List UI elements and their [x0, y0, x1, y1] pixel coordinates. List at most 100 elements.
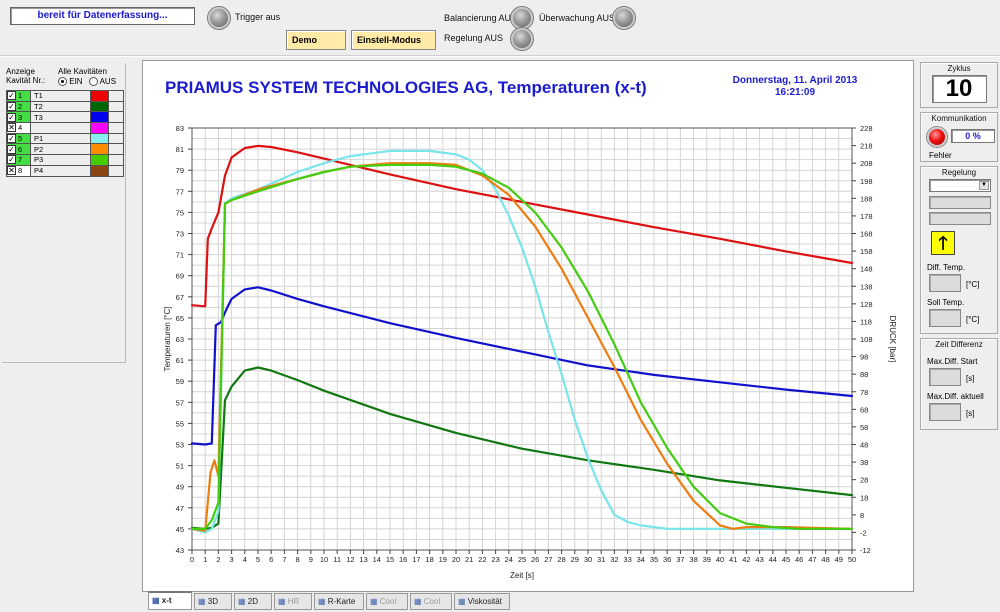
cavity-number-cell[interactable]: ✓ 2 [6, 100, 31, 113]
x-tick-label: 17 [412, 555, 420, 564]
cavity-number: 4 [18, 123, 23, 133]
cavity-checkbox[interactable]: ✓ [7, 144, 16, 154]
tab-cool[interactable]: ▦ Cool [366, 593, 408, 610]
cavity-row[interactable]: ✕ 4 [6, 122, 124, 134]
cavity-number-cell[interactable]: ✓ 5 [6, 132, 31, 145]
cavity-color-swatch[interactable] [90, 164, 109, 177]
y-tick-label: 59 [176, 377, 184, 386]
y2-tick-label: 68 [860, 405, 868, 414]
y2-tick-label: 158 [860, 247, 873, 256]
y-tick-label: 71 [176, 251, 184, 260]
cavity-extra-cell [108, 90, 124, 102]
x-tick-label: 46 [795, 555, 803, 564]
all-off-radio[interactable] [88, 77, 98, 87]
tab-2d[interactable]: ▦ 2D [234, 593, 272, 610]
tab-x-t[interactable]: ▦ x-t [148, 591, 192, 610]
y2-tick-label: 178 [860, 212, 873, 221]
cavity-color-swatch[interactable] [90, 122, 109, 134]
x-tick-label: 30 [584, 555, 592, 564]
x-tick-label: 12 [346, 555, 354, 564]
cavity-row[interactable]: ✕ 8 P4 [6, 164, 124, 177]
time-diff-box: Zeit Differenz Max.Diff. Start [s] Max.D… [920, 338, 998, 430]
y2-tick-label: 88 [860, 370, 868, 379]
error-lamp [927, 127, 947, 147]
trigger-indicator[interactable] [208, 7, 230, 29]
y-tick-label: 61 [176, 356, 184, 365]
cavity-number-cell[interactable]: ✓ 7 [6, 154, 31, 166]
time-diff-label: Zeit Differenz [935, 340, 983, 349]
y2-tick-label: 58 [860, 423, 868, 432]
cavity-checkbox[interactable]: ✓ [7, 102, 16, 112]
set-temp-field [929, 309, 961, 327]
tab-hr[interactable]: ▦ HR [274, 593, 312, 610]
tab-icon: ▦ [458, 597, 468, 606]
cavity-checkbox[interactable]: ✓ [7, 112, 16, 122]
cavity-number-cell[interactable]: ✓ 3 [6, 111, 31, 124]
cavity-name: P1 [30, 132, 91, 145]
x-tick-label: 40 [716, 555, 724, 564]
cavity-checkbox[interactable]: ✓ [7, 155, 16, 165]
max-diff-current-label: Max.Diff. aktuell [927, 392, 984, 401]
x-tick-label: 45 [782, 555, 790, 564]
x-tick-label: 38 [689, 555, 697, 564]
cavity-checkbox[interactable]: ✓ [7, 134, 16, 144]
tab-cool-2[interactable]: ▦ Cool [410, 593, 452, 610]
monitoring-label: Überwachung AUS [539, 13, 616, 23]
cavity-row[interactable]: ✓ 6 P2 [6, 143, 124, 156]
y-tick-label: 65 [176, 314, 184, 323]
tab-icon: ▦ [318, 597, 328, 606]
cavity-color-swatch[interactable] [90, 154, 109, 166]
control-indicator[interactable] [511, 28, 533, 50]
tab-3d[interactable]: ▦ 3D [194, 593, 232, 610]
tab-r-karte[interactable]: ▦ R-Karte [314, 593, 364, 610]
x-tick-label: 3 [230, 555, 234, 564]
cavity-checkbox[interactable]: ✕ [7, 166, 16, 176]
x-tick-label: 13 [359, 555, 367, 564]
y-tick-label: 79 [176, 166, 184, 175]
x-tick-label: 6 [269, 555, 273, 564]
y2-tick-label: 28 [860, 476, 868, 485]
cavity-checkbox[interactable]: ✕ [7, 123, 16, 133]
time-line: 16:21:09 [774, 87, 816, 98]
x-tick-label: 49 [835, 555, 843, 564]
cavity-row[interactable]: ✓ 7 P3 [6, 154, 124, 166]
x-tick-label: 36 [663, 555, 671, 564]
monitoring-indicator[interactable] [613, 7, 635, 29]
cavity-color-swatch[interactable] [90, 143, 109, 156]
balancing-indicator[interactable] [511, 7, 533, 29]
x-tick-label: 0 [190, 555, 194, 564]
all-on-radio[interactable] [58, 77, 67, 87]
tab-viskosit-t[interactable]: ▦ Viskosität [454, 593, 510, 610]
tab-label: Viskosität [467, 597, 502, 606]
page-title: PRIAMUS SYSTEM TECHNOLOGIES AG, Temperat… [165, 78, 647, 97]
cavity-row[interactable]: ✓ 2 T2 [6, 100, 124, 113]
cavity-number-cell[interactable]: ✓ 1 [6, 90, 31, 102]
cavity-color-swatch[interactable] [90, 132, 109, 145]
cavity-number-cell[interactable]: ✕ 8 [6, 164, 31, 177]
y2-tick-label: 218 [860, 142, 873, 151]
x-tick-label: 15 [386, 555, 394, 564]
cavity-color-swatch[interactable] [90, 111, 109, 124]
y-tick-label: 43 [176, 546, 184, 555]
cavity-number-cell[interactable]: ✓ 6 [6, 143, 31, 156]
y2-tick-label: 98 [860, 353, 868, 362]
cavity-extra-cell [108, 154, 124, 166]
cavity-color-swatch[interactable] [90, 90, 109, 102]
y2-tick-label: 228 [860, 124, 873, 133]
x-tick-label: 32 [610, 555, 618, 564]
y2-tick-label: 168 [860, 230, 873, 239]
cavity-number-cell[interactable]: ✕ 4 [6, 122, 31, 134]
tab-label: 3D [207, 597, 219, 606]
x-tick-label: 34 [637, 555, 645, 564]
x-tick-label: 2 [216, 555, 220, 564]
up-arrow-icon[interactable]: 🡑 [931, 231, 955, 255]
tab-icon: ▦ [278, 597, 288, 606]
cavity-row[interactable]: ✓ 5 P1 [6, 132, 124, 145]
cavity-row[interactable]: ✓ 3 T3 [6, 111, 124, 124]
cavity-checkbox[interactable]: ✓ [7, 91, 16, 101]
control-select[interactable]: ▼ [929, 179, 991, 192]
cavity-color-swatch[interactable] [90, 100, 109, 113]
chevron-down-icon[interactable]: ▼ [979, 181, 989, 190]
cavity-row[interactable]: ✓ 1 T1 [6, 90, 124, 102]
y2-tick-label: 78 [860, 388, 868, 397]
